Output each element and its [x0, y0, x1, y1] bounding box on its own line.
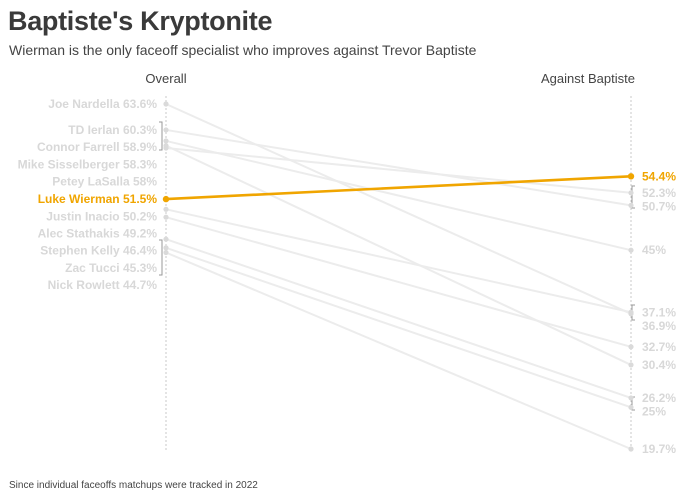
label-against-stephen-kelly: 26.2% — [642, 391, 676, 405]
series-line-td-ierlan — [165, 128, 632, 207]
label-against-td-ierlan: 50.7% — [642, 199, 676, 213]
label-overall-joe-nardella: Joe Nardella 63.6% — [48, 97, 157, 111]
series-line-alec-stathakis — [165, 216, 632, 348]
label-against-luke-wierman: 54.4% — [642, 169, 676, 183]
label-overall-nick-rowlett: Nick Rowlett 44.7% — [48, 278, 158, 292]
point-overall-alec-stathakis — [163, 214, 169, 220]
label-against-zac-tucci: 25% — [642, 404, 666, 418]
series-line-justin-inacio — [165, 208, 632, 314]
point-against-mike-sisselberger — [628, 362, 634, 368]
point-against-td-ierlan — [628, 202, 634, 208]
point-overall-stephen-kelly — [163, 236, 169, 242]
label-overall-petey-lasalla: Petey LaSalla 58% — [52, 175, 157, 189]
right-bracket-upper — [631, 185, 635, 209]
label-against-joe-nardella: 36.9% — [642, 319, 676, 333]
series-line-luke-wierman — [165, 175, 632, 201]
label-against-connor-farrell: 45% — [642, 243, 666, 257]
label-against-petey-lasalla: 52.3% — [642, 186, 676, 200]
column-label-overall: Overall — [145, 71, 186, 86]
label-against-alec-stathakis: 32.7% — [642, 340, 676, 354]
point-overall-nick-rowlett — [163, 249, 169, 256]
chart-title: Baptiste's Kryptonite — [8, 6, 273, 36]
point-overall-joe-nardella — [163, 101, 169, 107]
point-overall-justin-inacio — [163, 206, 169, 212]
point-against-connor-farrell — [628, 247, 634, 253]
point-against-luke-wierman — [627, 173, 635, 180]
label-against-justin-inacio: 37.1% — [642, 305, 676, 319]
point-against-nick-rowlett — [628, 446, 634, 452]
point-overall-petey-lasalla — [163, 145, 169, 151]
label-against-nick-rowlett: 19.7% — [642, 442, 676, 456]
point-against-petey-lasalla — [628, 190, 634, 196]
series-line-nick-rowlett — [165, 251, 632, 450]
point-against-justin-inacio — [628, 309, 634, 315]
point-overall-connor-farrell — [163, 138, 169, 144]
series-line-connor-farrell — [165, 139, 632, 252]
label-overall-connor-farrell: Connor Farrell 58.9% — [37, 140, 157, 154]
point-against-zac-tucci — [628, 404, 634, 410]
label-overall-luke-wierman: Luke Wierman 51.5% — [38, 192, 158, 206]
series-line-zac-tucci — [165, 246, 632, 409]
point-overall-luke-wierman — [162, 195, 170, 203]
series-line-joe-nardella — [165, 103, 632, 315]
label-against-mike-sisselberger: 30.4% — [642, 358, 676, 372]
series-line-stephen-kelly — [165, 238, 632, 399]
series-line-mike-sisselberger — [165, 144, 632, 366]
label-overall-td-ierlan: TD Ierlan 60.3% — [68, 123, 157, 137]
label-overall-alec-stathakis: Alec Stathakis 49.2% — [38, 226, 158, 240]
right-bracket-lower — [631, 396, 635, 411]
column-label-against-baptiste: Against Baptiste — [541, 71, 635, 86]
left-bracket-upper — [159, 121, 163, 151]
point-overall-zac-tucci — [163, 245, 169, 251]
footnote: Since individual faceoffs matchups were … — [9, 480, 258, 491]
label-overall-mike-sisselberger: Mike Sisselberger 58.3% — [18, 157, 158, 171]
label-overall-justin-inacio: Justin Inacio 50.2% — [46, 209, 157, 223]
label-overall-stephen-kelly: Stephen Kelly 46.4% — [40, 244, 157, 258]
left-bracket-lower — [159, 239, 163, 276]
point-against-alec-stathakis — [628, 344, 634, 350]
chart-subtitle: Wierman is the only faceoff specialist w… — [9, 42, 477, 58]
series-line-petey-lasalla — [165, 147, 632, 194]
point-against-stephen-kelly — [628, 395, 634, 401]
label-overall-zac-tucci: Zac Tucci 45.3% — [65, 261, 157, 275]
point-overall-td-ierlan — [163, 127, 169, 133]
